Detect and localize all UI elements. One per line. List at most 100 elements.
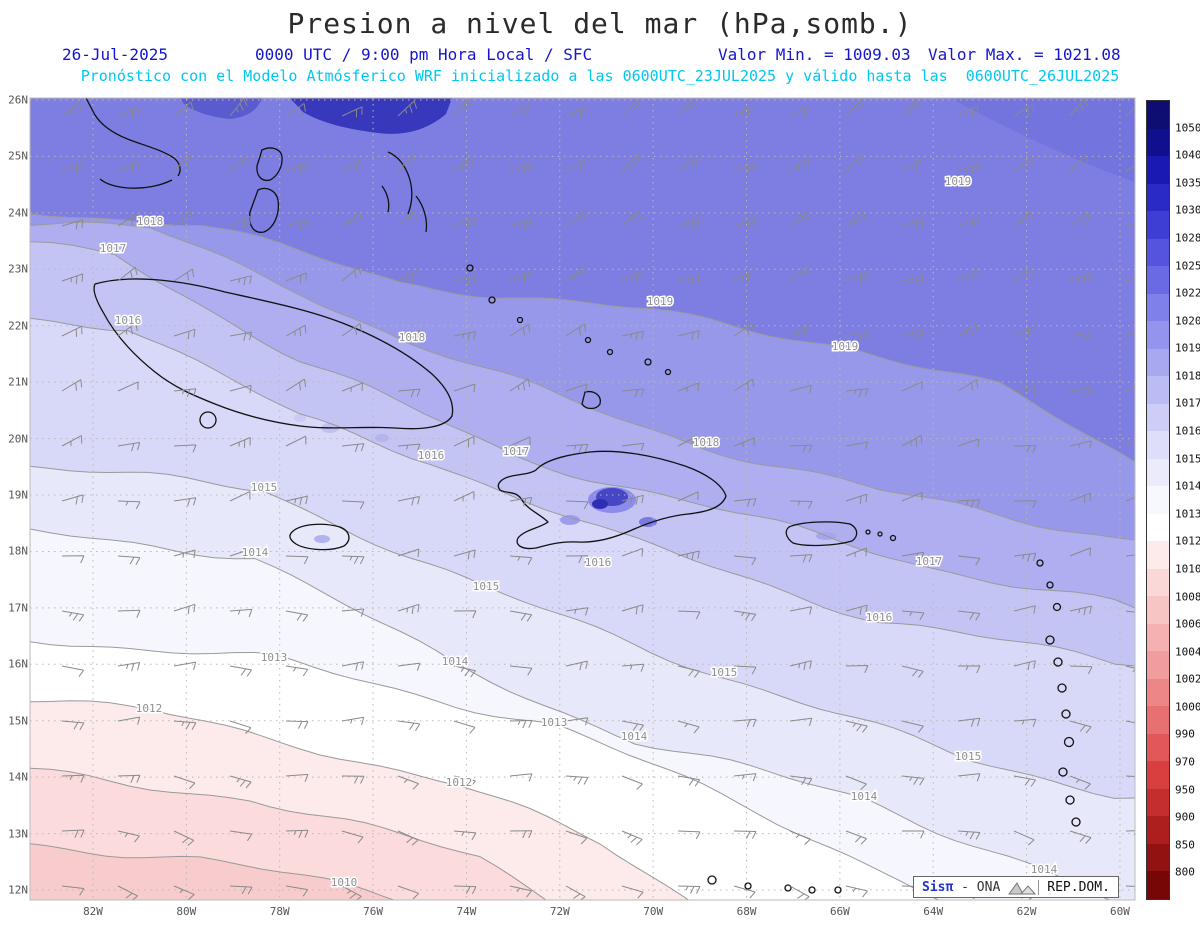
lat-tick: 12N	[8, 883, 28, 897]
svg-text:1018: 1018	[693, 436, 720, 449]
brand-suffix: - ONA	[953, 879, 1001, 895]
forecast-date: 26-Jul-2025	[62, 45, 168, 64]
coastlines	[85, 98, 1081, 894]
map-layers: 1018 1017 1016 1019 1019 1019 1018 1018 1017 1016…	[30, 98, 1135, 900]
svg-text:1017: 1017	[503, 445, 530, 458]
lon-tick: 68W	[736, 905, 757, 918]
contour-labels: 1018 1017 1016 1019 1019 1019 1018 1018 1017 1016…	[98, 174, 1059, 891]
svg-text:1015: 1015	[955, 750, 982, 763]
lat-tick: 21N	[8, 375, 28, 389]
branding-legend-box: Sisπ - ONA REP.DOM.	[913, 876, 1119, 898]
colorbar-level-label: 1020	[1175, 314, 1200, 328]
lon-tick: 66W	[829, 905, 850, 918]
svg-text:1016: 1016	[866, 611, 893, 624]
lon-tick: 64W	[923, 905, 944, 918]
legend-brand-text: Sisπ - ONA	[914, 880, 1008, 895]
brand-name: Sisπ	[922, 879, 954, 895]
lon-tick: 70W	[643, 905, 664, 918]
svg-text:1014: 1014	[1031, 863, 1058, 876]
colorbar-cell	[1147, 403, 1169, 432]
colorbar-level-label: 1014	[1175, 479, 1200, 493]
colorbar-cell	[1147, 706, 1169, 734]
colorbar-cell	[1147, 541, 1169, 569]
colorbar-cell	[1147, 266, 1169, 294]
colorbar-level-label: 1000	[1175, 700, 1200, 714]
colorbar-cell	[1147, 128, 1169, 157]
colorbar-level-label: 1022	[1175, 286, 1200, 300]
colorbar-level-label: 1012	[1175, 534, 1200, 548]
colorbar-cell	[1147, 431, 1169, 459]
colorbar-cell	[1147, 788, 1169, 817]
lat-tick: 13N	[8, 827, 28, 841]
lon-tick: 74W	[456, 905, 477, 918]
colorbar-level-label: 1040	[1175, 148, 1200, 162]
svg-text:1015: 1015	[473, 580, 500, 593]
colorbar-cell	[1147, 458, 1169, 487]
svg-text:1016: 1016	[115, 314, 142, 327]
lat-tick: 23N	[8, 262, 28, 276]
colorbar-level-label: 1013	[1175, 507, 1200, 521]
colorbar-cell	[1147, 348, 1169, 377]
lat-tick: 24N	[8, 206, 28, 220]
svg-text:1016: 1016	[418, 449, 445, 462]
colorbar-cell	[1147, 293, 1169, 322]
colorbar-cell	[1147, 156, 1169, 184]
colorbar-level-label: 1035	[1175, 176, 1200, 190]
lon-tick: 76W	[363, 905, 384, 918]
colorbar-level-label: 900	[1175, 810, 1195, 824]
colorbar-level-label: 850	[1175, 838, 1195, 852]
colorbar-level-label: 1008	[1175, 590, 1200, 604]
colorbar-level-label: 1002	[1175, 672, 1200, 686]
lat-tick: 15N	[8, 714, 28, 728]
colorbar-cell	[1147, 486, 1169, 514]
colorbar-cell	[1147, 376, 1169, 404]
svg-text:1013: 1013	[541, 716, 568, 729]
lat-tick: 14N	[8, 770, 28, 784]
colorbar-level-label: 1025	[1175, 259, 1200, 273]
colorbar-cell	[1147, 816, 1169, 844]
colorbar-level-label: 1006	[1175, 617, 1200, 631]
lat-tick: 22N	[8, 319, 28, 333]
colorbar-level-label: 1019	[1175, 341, 1200, 355]
lon-tick: 82W	[83, 905, 103, 918]
colorbar-level-label: 970	[1175, 755, 1195, 769]
svg-text:1015: 1015	[711, 666, 738, 679]
colorbar-cell	[1147, 321, 1169, 349]
svg-text:1017: 1017	[916, 555, 943, 568]
colorbar-cell	[1147, 733, 1169, 762]
colorbar-level-label: 800	[1175, 865, 1195, 879]
svg-text:1014: 1014	[851, 790, 878, 803]
value-min-label: Valor Min. = 1009.03	[718, 45, 911, 64]
lon-tick: 80W	[176, 905, 197, 918]
model-info-line: Pronóstico con el Modelo Atmósferico WRF…	[80, 67, 1120, 85]
colorbar-cell	[1147, 101, 1169, 129]
colorbar-level-label: 1010	[1175, 562, 1200, 576]
colorbar-cell	[1147, 843, 1169, 872]
forecast-time: 0000 UTC / 9:00 pm Hora Local / SFC	[255, 45, 593, 64]
colorbar-level-label: 1018	[1175, 369, 1200, 383]
lat-tick: 17N	[8, 601, 28, 615]
svg-text:1010: 1010	[331, 876, 358, 889]
svg-text:1017: 1017	[100, 242, 127, 255]
colorbar-cell	[1147, 678, 1169, 707]
colorbar-level-label: 1004	[1175, 645, 1200, 659]
svg-text:1016: 1016	[585, 556, 612, 569]
colorbar-level-label: 1050	[1175, 121, 1200, 135]
svg-text:1019: 1019	[945, 175, 972, 188]
lat-tick: 19N	[8, 488, 28, 502]
legend-region-text: REP.DOM.	[1038, 879, 1118, 895]
lon-tick: 72W	[549, 905, 570, 918]
colorbar-cell	[1147, 596, 1169, 624]
svg-text:1015: 1015	[251, 481, 278, 494]
colorbar-cell	[1147, 623, 1169, 652]
colorbar-cell	[1147, 211, 1169, 239]
graticule	[30, 98, 1135, 900]
lat-tick: 18N	[8, 544, 28, 558]
colorbar-level-label: 1030	[1175, 203, 1200, 217]
colorbar	[1146, 100, 1170, 900]
lat-tick: 25N	[8, 149, 28, 163]
colorbar-cell	[1147, 183, 1169, 212]
colorbar-level-label: 1017	[1175, 396, 1200, 410]
lat-tick: 26N	[8, 93, 28, 107]
